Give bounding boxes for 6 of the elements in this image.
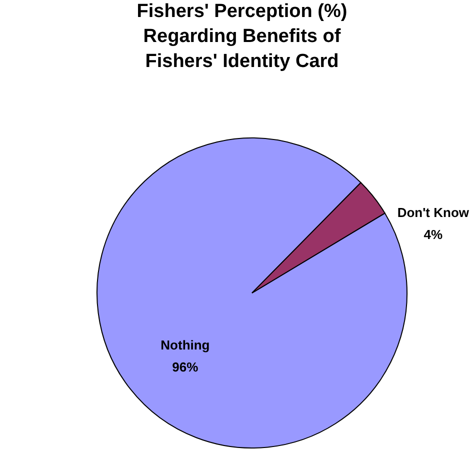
chart-title: Fishers' Perception (%) Regarding Benefits of Fishers' Identity Card <box>136 1 348 72</box>
data-label: 96% <box>172 360 199 375</box>
pie-slice <box>252 182 386 294</box>
slice-label: Don't Know <box>397 205 470 220</box>
slice-label: Nothing <box>160 338 210 353</box>
data-label: 4% <box>424 227 443 242</box>
